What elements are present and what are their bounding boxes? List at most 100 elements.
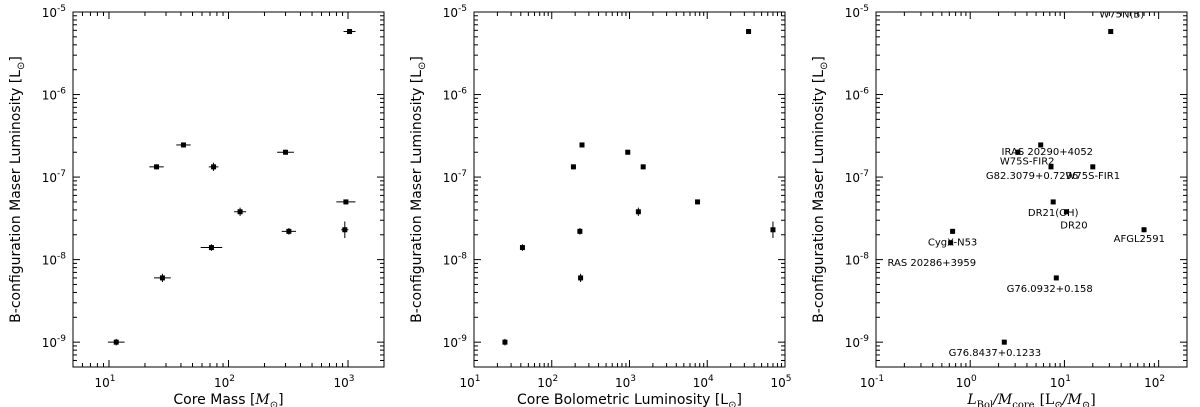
y-tick-exponent: -8 (458, 252, 467, 262)
x-tick-exponent: 0 (971, 374, 977, 384)
y-tick-base: 10 (845, 171, 860, 185)
point-marker (1048, 164, 1054, 170)
x-tick-label: 101 (94, 374, 115, 390)
data-point (519, 244, 525, 251)
y-tick-base: 10 (443, 254, 458, 268)
y-tick-label: 10-6 (845, 87, 870, 103)
x-axis-label-text: Core Mass [ (173, 392, 255, 407)
y-tick-base: 10 (845, 6, 860, 20)
data-point (1048, 164, 1054, 170)
plot-frame (875, 11, 1188, 368)
x-axis-label: LBol/Mcore [L⊙/M⊙] (966, 392, 1095, 407)
x-tick-base: 10 (956, 376, 971, 390)
data-point (635, 207, 641, 216)
y-tick-exponent: -5 (57, 4, 66, 14)
point-marker (113, 339, 119, 345)
data-point (640, 164, 646, 170)
panel-luminosity-to-mass-ratio: 10-1 100 101 10210-910-810-710-610-5B-confi… (811, 4, 1188, 407)
x-tick-base: 10 (860, 376, 875, 390)
data-point (208, 162, 219, 171)
point-marker (570, 164, 576, 170)
point-marker (154, 164, 160, 170)
y-tick-label: 10-6 (42, 87, 67, 103)
point-marker (211, 164, 217, 170)
point-marker (578, 275, 584, 281)
y-tick-exponent: -7 (57, 169, 66, 179)
point-marker (180, 142, 186, 148)
y-tick-exponent: -7 (458, 169, 467, 179)
data-point (770, 221, 776, 239)
data-point (176, 142, 191, 148)
y-tick-exponent: -8 (860, 252, 869, 262)
data-point (1050, 199, 1056, 205)
x-axis-label-units-sub2: ⊙ (1082, 400, 1090, 407)
x-tick-exponent: 3 (630, 374, 636, 384)
point-label: DR21(OH) (1028, 208, 1079, 219)
x-axis-label-units-sub: ⊙ (1054, 400, 1062, 407)
plot-frame (473, 11, 786, 368)
x-tick-label: 101 (459, 374, 480, 390)
y-tick-label: 10-5 (42, 4, 66, 20)
point-marker (1108, 29, 1114, 35)
x-tick-label: 103 (615, 374, 636, 390)
point-marker (286, 228, 292, 234)
data-point (950, 228, 956, 234)
y-tick-label: 10-9 (845, 334, 870, 350)
y-axis-label-sub: ⊙ (417, 62, 428, 70)
y-tick-base: 10 (443, 89, 458, 103)
point-marker (347, 29, 353, 35)
x-axis-label-sub: ⊙ (728, 400, 736, 407)
y-axis-label-text: B-configuration Maser Luminosity [L (811, 70, 827, 323)
data-point (1063, 209, 1069, 215)
x-tick-label: 102 (214, 374, 235, 390)
data-point (746, 29, 752, 35)
data-point (579, 142, 585, 148)
y-tick-label: 10-9 (42, 334, 67, 350)
x-tick-label: 104 (693, 374, 714, 390)
y-tick-exponent: -6 (458, 87, 467, 97)
data-point (1015, 149, 1021, 155)
data-point (948, 240, 954, 246)
x-tick-base: 10 (94, 376, 109, 390)
x-tick-base: 10 (693, 376, 708, 390)
point-label: AFGL2591 (1114, 234, 1165, 245)
point-marker (343, 199, 349, 205)
x-tick-label: 103 (334, 374, 355, 390)
data-point (577, 228, 583, 235)
y-axis-label-close: ] (409, 56, 425, 61)
point-marker (159, 275, 165, 281)
data-point (107, 338, 125, 346)
point-marker (640, 164, 646, 170)
panel-core-bolometric-luminosity: 101 102 103 104 10510-910-810-710-610-5B-con… (409, 4, 792, 407)
x-tick-label: 102 (537, 374, 558, 390)
y-tick-base: 10 (845, 89, 860, 103)
data-point (149, 164, 164, 170)
x-tick-exponent: 5 (786, 374, 792, 384)
point-marker (1053, 275, 1059, 281)
x-tick-exponent: 2 (553, 374, 559, 384)
point-marker (1063, 209, 1069, 215)
data-point (234, 207, 247, 216)
y-axis-label: B-configuration Maser Luminosity [L⊙] (811, 56, 830, 323)
x-tick-label: 101 (1050, 374, 1071, 390)
point-marker (342, 227, 348, 233)
x-tick-exponent: 1 (475, 374, 481, 384)
y-tick-exponent: -6 (860, 87, 869, 97)
data-points (107, 29, 356, 346)
y-tick-exponent: -5 (860, 4, 869, 14)
point-marker (579, 142, 585, 148)
point-marker (577, 228, 583, 234)
point-marker (237, 209, 243, 215)
x-tick-exponent: 2 (1159, 374, 1165, 384)
x-tick-base: 10 (770, 376, 785, 390)
data-point (625, 149, 631, 155)
point-marker (1141, 227, 1147, 233)
point-marker (950, 228, 956, 234)
point-label: W75N(B) (1099, 9, 1144, 20)
y-tick-label: 10-7 (845, 169, 869, 185)
panel-core-mass: 101 102 10310-910-810-710-610-5B-configura… (8, 4, 385, 407)
y-tick-base: 10 (845, 336, 860, 350)
data-point (502, 338, 508, 346)
data-point (578, 273, 584, 283)
plot-frame (72, 11, 385, 368)
